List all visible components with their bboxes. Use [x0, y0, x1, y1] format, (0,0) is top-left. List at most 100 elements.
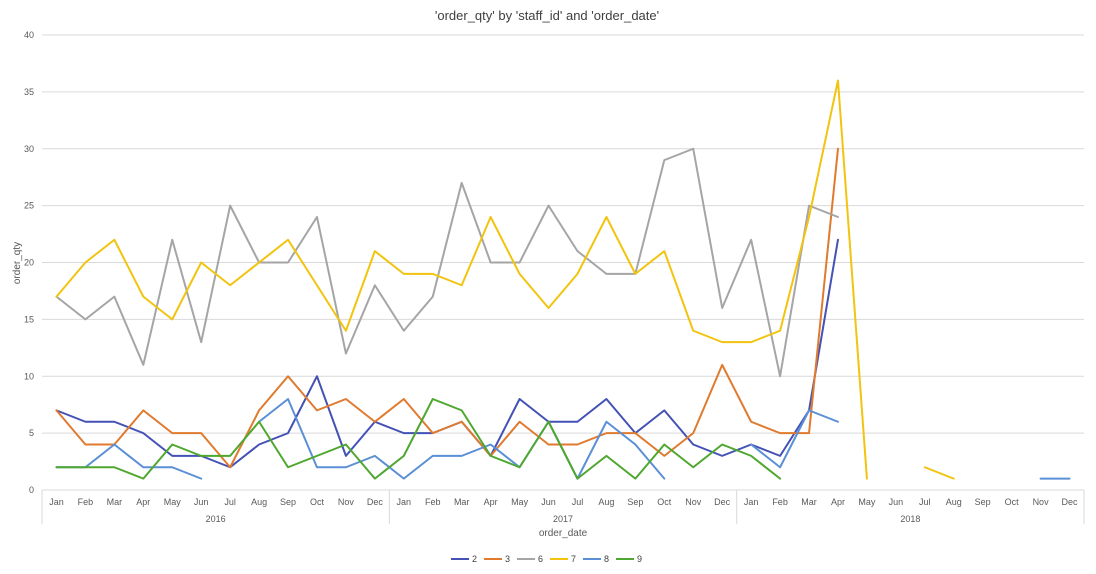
series-line-3 — [55, 147, 839, 469]
series-3 — [55, 147, 839, 469]
data-point — [692, 443, 694, 445]
data-point — [489, 216, 491, 218]
x-tick-label-year: 2018 — [900, 514, 920, 524]
data-point — [808, 432, 810, 434]
x-tick-label-month: Aug — [598, 497, 614, 507]
data-point — [200, 477, 202, 479]
x-tick-label-month: Jul — [224, 497, 236, 507]
data-point — [460, 409, 462, 411]
data-point — [460, 455, 462, 457]
data-point — [547, 443, 549, 445]
data-point — [721, 455, 723, 457]
data-point — [345, 466, 347, 468]
data-point — [432, 432, 434, 434]
series-lines — [55, 79, 1071, 480]
data-point — [924, 466, 926, 468]
data-point — [576, 421, 578, 423]
data-point — [518, 261, 520, 263]
data-point — [634, 273, 636, 275]
data-point — [837, 148, 839, 150]
x-tick-label-month: Nov — [338, 497, 355, 507]
data-point — [258, 421, 260, 423]
data-point — [229, 284, 231, 286]
x-tick-label-month: Apr — [831, 497, 845, 507]
data-point — [779, 466, 781, 468]
data-point — [721, 341, 723, 343]
x-tick-label-month: Apr — [484, 497, 498, 507]
data-point — [345, 443, 347, 445]
y-tick-label: 0 — [29, 485, 34, 495]
data-point — [287, 466, 289, 468]
data-point — [605, 432, 607, 434]
x-tick-label-month: Feb — [425, 497, 441, 507]
data-point — [808, 409, 810, 411]
data-point — [518, 398, 520, 400]
data-point — [663, 250, 665, 252]
x-tick-label-month: Jul — [919, 497, 931, 507]
data-point — [518, 466, 520, 468]
data-point — [634, 432, 636, 434]
x-axis-title: order_date — [539, 528, 588, 539]
data-point — [374, 284, 376, 286]
data-point — [84, 443, 86, 445]
data-point — [113, 295, 115, 297]
data-point — [460, 284, 462, 286]
legend-item-9: 9 — [616, 554, 642, 564]
data-point — [55, 466, 57, 468]
data-point — [345, 352, 347, 354]
data-point — [692, 432, 694, 434]
data-point — [171, 318, 173, 320]
x-tick-label-month: Nov — [1033, 497, 1050, 507]
legend-label: 7 — [571, 554, 576, 564]
data-point — [605, 273, 607, 275]
data-point — [200, 455, 202, 457]
x-tick-label-month: Jun — [889, 497, 904, 507]
x-tick-label-month: Jul — [572, 497, 584, 507]
data-point — [634, 443, 636, 445]
x-tick-label-month: Dec — [1062, 497, 1079, 507]
legend-item-2: 2 — [451, 554, 477, 564]
data-point — [634, 477, 636, 479]
y-tick-label: 25 — [24, 201, 34, 211]
data-point — [605, 398, 607, 400]
data-point — [374, 421, 376, 423]
data-point — [316, 375, 318, 377]
data-point — [316, 466, 318, 468]
data-point — [84, 421, 86, 423]
data-point — [345, 455, 347, 457]
data-point — [287, 432, 289, 434]
series-line-8 — [55, 398, 1071, 480]
data-point — [171, 466, 173, 468]
data-point — [808, 216, 810, 218]
data-point — [432, 273, 434, 275]
data-point — [460, 182, 462, 184]
data-point — [750, 443, 752, 445]
data-point — [432, 398, 434, 400]
series-8 — [55, 398, 1071, 480]
x-tick-label-month: Jan — [397, 497, 412, 507]
data-point — [113, 421, 115, 423]
data-point — [374, 250, 376, 252]
legend-item-8: 8 — [583, 554, 609, 564]
data-point — [142, 364, 144, 366]
data-point — [84, 466, 86, 468]
data-point — [171, 443, 173, 445]
data-point — [200, 261, 202, 263]
data-point — [837, 421, 839, 423]
x-tick-label-month: May — [858, 497, 876, 507]
x-tick-label-month: Aug — [251, 497, 267, 507]
x-tick-label-month: May — [164, 497, 182, 507]
legend-item-3: 3 — [484, 554, 510, 564]
data-point — [489, 261, 491, 263]
data-point — [403, 432, 405, 434]
y-tick-label: 30 — [24, 144, 34, 154]
x-tick-label-month: Dec — [367, 497, 384, 507]
y-tick-label: 5 — [29, 428, 34, 438]
data-point — [779, 375, 781, 377]
data-point — [837, 216, 839, 218]
legend-label: 9 — [637, 554, 642, 564]
data-point — [258, 409, 260, 411]
x-tick-label-month: Sep — [627, 497, 643, 507]
data-point — [142, 409, 144, 411]
